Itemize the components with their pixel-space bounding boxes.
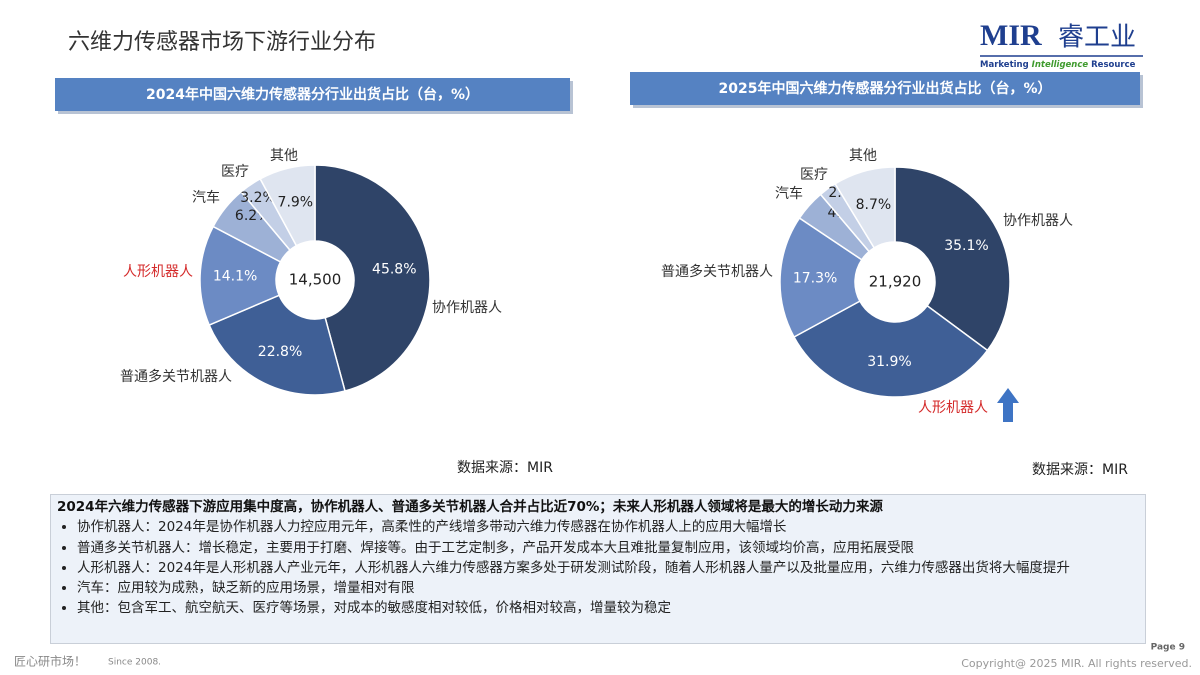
page-number: Page 9 bbox=[1151, 643, 1185, 653]
summary-bullet: 普通多关节机器人：增长稳定，主要用于打磨、焊接等。由于工艺定制多，产品开发成本大… bbox=[77, 538, 1139, 558]
logo-tagline: Marketing Intelligence Resource bbox=[980, 60, 1136, 70]
category-label: 汽车 bbox=[775, 185, 803, 202]
footer-since: Since 2008. bbox=[108, 658, 161, 668]
category-label: 普通多关节机器人 bbox=[661, 263, 773, 280]
logo-tagline-start: Marketing bbox=[980, 60, 1029, 70]
total-label: 14,500 bbox=[289, 271, 342, 289]
category-label: 其他 bbox=[849, 148, 877, 164]
category-label: 普通多关节机器人 bbox=[120, 368, 232, 385]
chart-header bbox=[630, 72, 1140, 105]
summary-bullet: 人形机器人：2024年是人形机器人产业元年，人形机器人六维力传感器方案多处于研发… bbox=[77, 558, 1139, 578]
value-label: 45.8% bbox=[372, 261, 416, 277]
summary-heading: 2024年六维力传感器下游应用集中度高，协作机器人、普通多关节机器人合并占比近7… bbox=[57, 499, 883, 515]
category-label: 人形机器人 bbox=[918, 400, 988, 416]
donut-hole bbox=[855, 242, 935, 322]
growth-arrow bbox=[997, 388, 1019, 422]
category-label: 人形机器人 bbox=[123, 264, 193, 280]
donut-slice bbox=[314, 164, 431, 392]
category-label: 协作机器人 bbox=[432, 300, 502, 316]
summary-list: 协作机器人：2024年是协作机器人力控应用元年，高柔性的产线增多带动六维力传感器… bbox=[57, 517, 1139, 618]
value-label: 35.1% bbox=[944, 238, 988, 254]
logo-brand-cn: 睿工业 bbox=[1058, 23, 1136, 53]
summary-box: 2024年六维力传感器下游应用集中度高，协作机器人、普通多关节机器人合并占比近7… bbox=[50, 494, 1146, 644]
chart-title: 2024年中国六维力传感器分行业出货占比（台，%） bbox=[146, 86, 479, 103]
logo-tagline-mid: Intelligence bbox=[1032, 60, 1089, 70]
value-label: 22.8% bbox=[258, 344, 302, 360]
value-label: 17.3% bbox=[793, 270, 837, 286]
chart-title: 2025年中国六维力传感器分行业出货占比（台，%） bbox=[719, 80, 1052, 97]
value-label: 3.2% bbox=[240, 190, 276, 206]
logo-brand: MIR bbox=[980, 19, 1042, 52]
category-label: 其他 bbox=[270, 148, 298, 164]
total-label: 21,920 bbox=[869, 273, 922, 291]
page-title: 六维力传感器市场下游行业分布 bbox=[68, 30, 376, 55]
category-label: 医疗 bbox=[221, 164, 249, 180]
category-label: 医疗 bbox=[800, 167, 828, 183]
category-label: 协作机器人 bbox=[1003, 213, 1073, 229]
source-note: 数据来源：MIR bbox=[457, 460, 553, 476]
value-label: 7.9% bbox=[278, 194, 314, 210]
summary-bullet: 协作机器人：2024年是协作机器人力控应用元年，高柔性的产线增多带动六维力传感器… bbox=[77, 517, 1139, 537]
copyright: Copyright@ 2025 MIR. All rights reserved… bbox=[961, 657, 1192, 670]
summary-bullet: 其他：包含军工、航空航天、医疗等场景，对成本的敏感度相对较低，价格相对较高，增量… bbox=[77, 598, 1139, 618]
logo: MIR 睿工业 Marketing Intelligence Resource bbox=[980, 19, 1143, 70]
source-note: 数据来源：MIR bbox=[1032, 462, 1128, 478]
donut-slice bbox=[208, 294, 346, 396]
chart-header bbox=[55, 78, 570, 111]
category-label: 汽车 bbox=[192, 189, 220, 206]
donut-hole bbox=[276, 241, 354, 319]
value-label: 8.7% bbox=[856, 197, 892, 213]
value-label: 14.1% bbox=[213, 269, 257, 285]
footer-slogan: 匠心研市场！ bbox=[14, 654, 86, 669]
summary-bullet: 汽车：应用较为成熟，缺乏新的应用场景，增量相对有限 bbox=[77, 578, 1139, 598]
value-label: 31.9% bbox=[867, 354, 911, 370]
logo-tagline-end: Resource bbox=[1091, 60, 1135, 70]
